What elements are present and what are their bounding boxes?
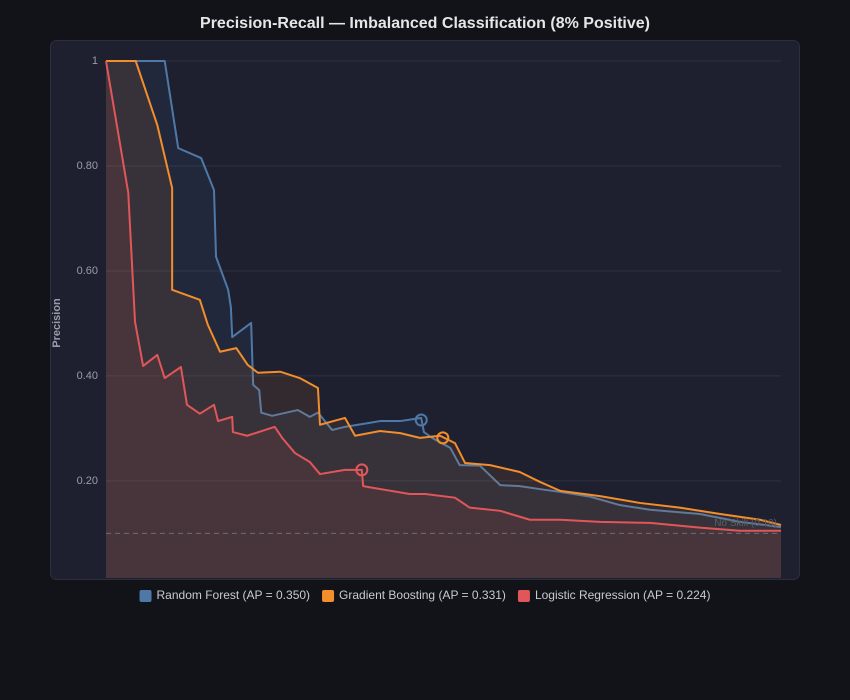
y-tick-label: 0.20 bbox=[77, 475, 98, 487]
threshold-marker bbox=[355, 463, 369, 477]
plot-panel bbox=[50, 40, 800, 580]
y-tick-label: 0.40 bbox=[77, 370, 98, 382]
legend-swatch bbox=[139, 590, 152, 602]
chart-title: Precision-Recall — Imbalanced Classifica… bbox=[200, 15, 650, 32]
y-tick-label: 0.60 bbox=[77, 265, 98, 277]
y-axis-label: Precision bbox=[51, 298, 63, 348]
threshold-marker bbox=[436, 431, 450, 445]
series-line bbox=[105, 60, 781, 532]
series-line bbox=[106, 59, 782, 529]
legend-label: Random Forest (AP = 0.350) bbox=[157, 588, 311, 602]
baseline-label: No Skill (0.10) bbox=[714, 518, 777, 529]
legend-swatch bbox=[322, 590, 335, 602]
area-fill bbox=[106, 60, 781, 579]
y-tick-label: 0.80 bbox=[77, 160, 98, 172]
threshold-marker bbox=[414, 413, 428, 427]
series-line bbox=[106, 59, 782, 526]
y-tick-label: 1 bbox=[92, 55, 98, 67]
area-fill bbox=[106, 60, 781, 579]
legend-swatch bbox=[517, 590, 530, 602]
area-fill bbox=[106, 60, 781, 579]
legend-label: Gradient Boosting (AP = 0.331) bbox=[339, 588, 506, 602]
legend-label: Logistic Regression (AP = 0.224) bbox=[535, 588, 711, 602]
